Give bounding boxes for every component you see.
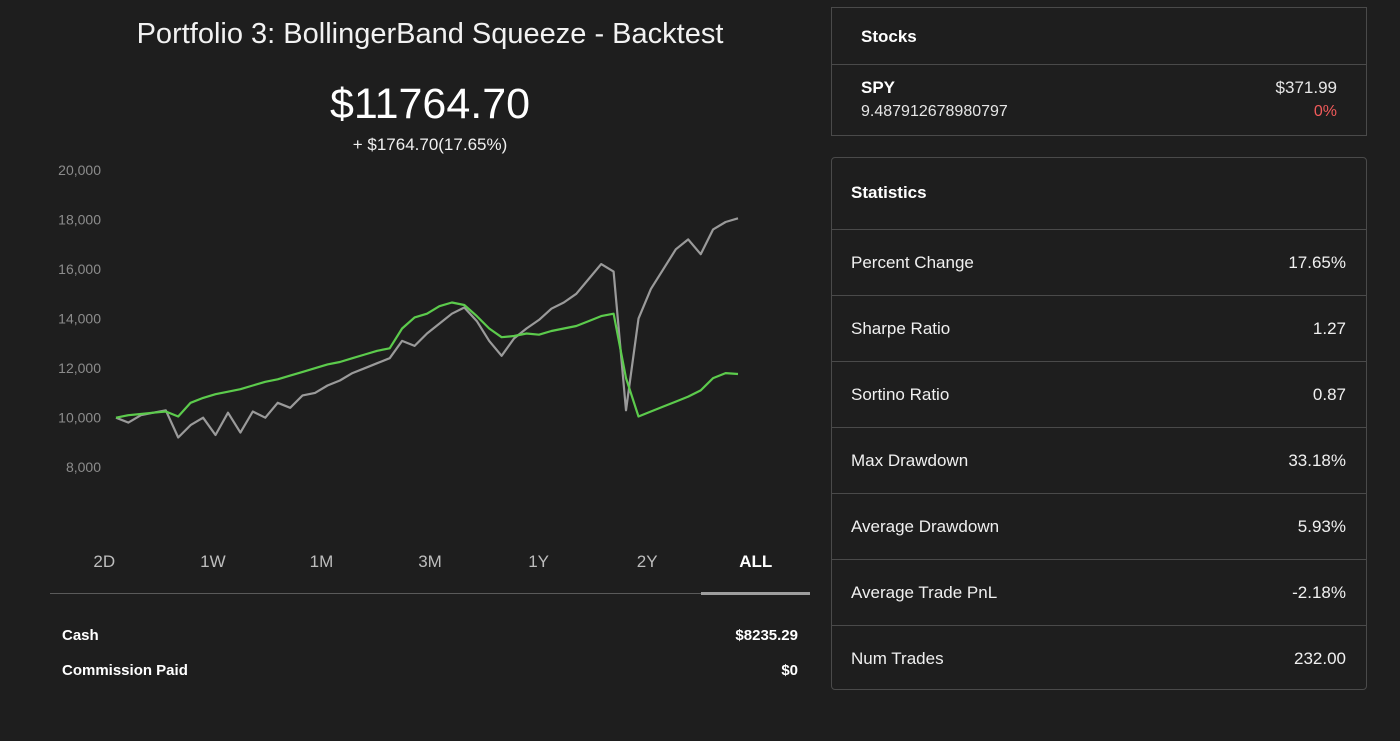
stock-row[interactable]: SPY 9.487912678980797 $371.99 0%	[832, 65, 1366, 135]
portfolio-series-line	[115, 301, 739, 419]
portfolio-value: $11764.70	[329, 80, 531, 128]
range-tab-3m[interactable]: 3M	[418, 552, 442, 571]
stat-row-sortino-ratio: Sortino Ratio 0.87	[832, 362, 1366, 428]
range-tab-1w[interactable]: 1W	[200, 552, 226, 571]
portfolio-chart-svg: 20,000 18,000 16,000 14,000 12,000 10,000 8,00…	[58, 162, 739, 475]
range-tab-1y[interactable]: 1Y	[528, 552, 549, 571]
range-tab-2y[interactable]: 2Y	[636, 552, 658, 571]
stocks-card: Stocks SPY 9.487912678980797 $371.99 0%	[831, 7, 1367, 136]
cash-label: Cash	[62, 627, 99, 644]
stat-row-max-drawdown: Max Drawdown 33.18%	[832, 428, 1366, 494]
commission-row: Commission Paid $0	[62, 662, 798, 679]
stat-value: 5.93%	[1297, 516, 1346, 536]
stat-row-percent-change: Percent Change 17.65%	[832, 230, 1366, 296]
y-tick-label: 12,000	[58, 360, 101, 376]
y-tick-label: 8,000	[66, 459, 101, 475]
stat-label: Max Drawdown	[851, 450, 969, 470]
stat-value: 1.27	[1312, 318, 1346, 338]
stat-row-sharpe-ratio: Sharpe Ratio 1.27	[832, 296, 1366, 362]
portfolio-change: + $1764.70(17.65%)	[352, 135, 508, 154]
cash-row: Cash $8235.29	[62, 627, 798, 644]
stat-label: Sortino Ratio	[851, 384, 950, 404]
portfolio-panel: Portfolio 3: BollingerBand Squeeze - Bac…	[40, 18, 810, 679]
y-tick-label: 16,000	[58, 261, 101, 277]
commission-label: Commission Paid	[62, 662, 188, 679]
y-tick-label: 10,000	[58, 410, 101, 426]
statistics-card: Statistics Percent Change 17.65% Sharpe …	[831, 157, 1367, 690]
stat-value: 232.00	[1294, 649, 1346, 668]
range-tab-all[interactable]: ALL	[701, 540, 810, 595]
range-tab-1m[interactable]: 1M	[309, 552, 334, 571]
stat-value: 0.87	[1312, 384, 1346, 404]
range-tabs: 2D 1W 1M 3M 1Y 2Y ALL	[50, 540, 810, 595]
portfolio-title: Portfolio 3: BollingerBand Squeeze - Bac…	[136, 18, 724, 50]
stock-symbol: SPY	[861, 78, 896, 97]
stat-label: Average Trade PnL	[851, 582, 998, 602]
stat-label: Num Trades	[851, 649, 944, 668]
portfolio-chart[interactable]: 20,000 18,000 16,000 14,000 12,000 10,000 8,00…	[40, 155, 760, 515]
y-tick-label: 20,000	[58, 162, 101, 178]
stat-row-average-trade-pnl: Average Trade PnL -2.18%	[832, 560, 1366, 626]
stocks-header: Stocks	[832, 8, 1366, 65]
statistics-header: Statistics	[832, 158, 1366, 230]
cash-value: $8235.29	[735, 627, 798, 644]
commission-value: $0	[781, 662, 798, 679]
stat-row-average-drawdown: Average Drawdown 5.93%	[832, 494, 1366, 560]
stat-value: 33.18%	[1288, 450, 1346, 470]
stat-label: Average Drawdown	[851, 516, 1000, 536]
y-tick-label: 14,000	[58, 311, 101, 327]
y-tick-label: 18,000	[58, 212, 101, 228]
stock-price: $371.99	[1275, 78, 1337, 97]
stock-quantity: 9.487912678980797	[861, 103, 1008, 120]
stat-label: Percent Change	[851, 252, 974, 272]
stat-label: Sharpe Ratio	[851, 318, 951, 338]
benchmark-series-line	[115, 217, 739, 439]
stock-change: 0%	[1313, 103, 1337, 120]
stat-value: -2.18%	[1292, 582, 1346, 602]
range-tab-2d[interactable]: 2D	[93, 552, 116, 571]
stat-row-num-trades: Num Trades 232.00	[832, 626, 1366, 692]
stat-value: 17.65%	[1288, 252, 1346, 272]
